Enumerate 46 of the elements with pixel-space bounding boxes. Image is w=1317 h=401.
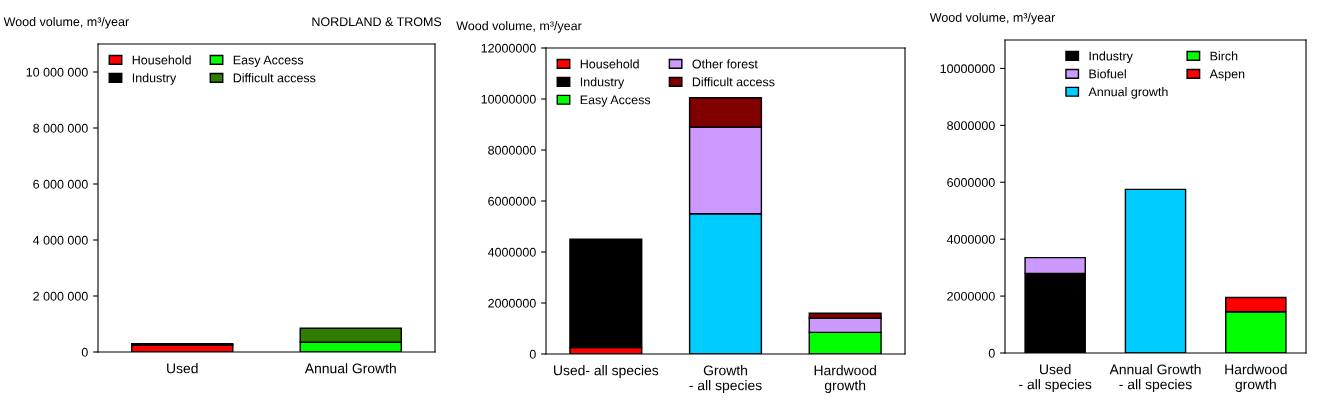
legend-label: Household (580, 59, 639, 69)
y-tick-label: 4 000 000 (32, 235, 88, 245)
y-tick-label: 0 (988, 348, 995, 358)
x-tick-label: Used (167, 363, 198, 374)
y-tick-label: 2 000 000 (33, 291, 88, 301)
legend-label: Industry (1089, 51, 1133, 63)
y-tick-label: 8000000 (947, 121, 995, 131)
y-tick-label: 2000000 (947, 291, 995, 301)
y-tick-label: 6000000 (488, 196, 536, 206)
bar (569, 238, 643, 349)
y-tick-label: 6000000 (947, 178, 995, 187)
x-tick-label: Growth - all species (689, 365, 762, 394)
y-axis-title: Wood volume, m³/year (3, 16, 129, 29)
y-tick-label: 0 (81, 347, 88, 357)
y-tick-label: 4000000 (946, 234, 995, 244)
y-tick-label: 8000000 (488, 145, 536, 155)
y-tick-label: 4000000 (487, 247, 536, 257)
y-tick-label: 10 000 000 (26, 67, 88, 77)
legend-label: Aspen (1209, 69, 1245, 81)
legend-label: Household (132, 55, 191, 65)
y-tick-label: 10000000 (481, 94, 536, 104)
legend-label: Birch (1210, 51, 1238, 61)
legend-label: Industry (132, 73, 177, 85)
y-axis-title: Wood volume, m³/year (456, 21, 582, 33)
legend-label: Difficult access (233, 73, 316, 83)
x-tick-label: Used - all species (1019, 364, 1092, 393)
x-tick-label: Annual Growth (304, 363, 396, 374)
legend-label: Other forest (692, 59, 758, 69)
x-tick-label: Hardwood growth (814, 365, 876, 394)
y-axis-title: Wood volume, m³/year (929, 12, 1056, 25)
y-tick-label: 10000000 (940, 64, 995, 74)
x-tick-label: Hardwood growth (1225, 364, 1287, 393)
chart-title: NORDLAND & TROMS (312, 17, 442, 27)
legend-label: Easy Access (233, 55, 304, 67)
y-tick-label: 8 000 000 (33, 123, 88, 133)
legend-label: Industry (580, 77, 625, 89)
y-tick-label: 12000000 (481, 43, 536, 53)
legend-label: Biofuel (1089, 69, 1126, 79)
legend-label: Easy Access (580, 95, 651, 107)
legend-label: Difficult access (692, 77, 775, 87)
y-tick-label: 2000000 (488, 298, 536, 308)
y-tick-label: 6 000 000 (33, 179, 88, 189)
y-tick-label: 0 (529, 349, 536, 359)
x-tick-label: Used- all species (554, 365, 659, 379)
legend-label: Annual growth (1088, 87, 1168, 99)
x-tick-label: Annual Growth - all species (1109, 364, 1201, 393)
